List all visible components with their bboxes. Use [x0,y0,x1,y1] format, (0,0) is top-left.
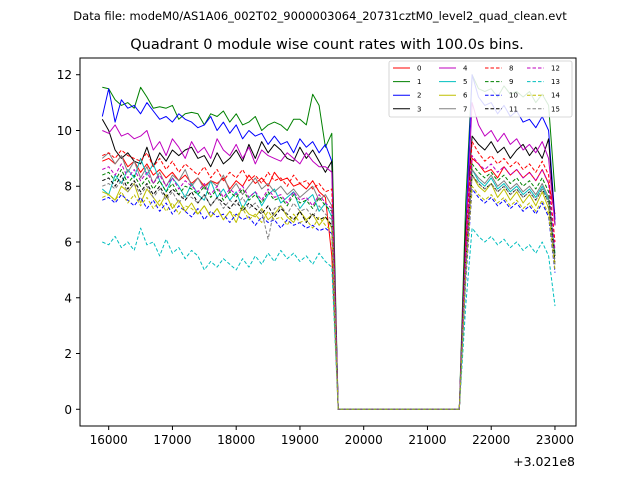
legend-label-7: 7 [463,105,467,113]
x-tick-label: 18000 [217,433,255,447]
chart-suptitle: Data file: modeM0/AS1A06_002T02_90000030… [73,9,567,23]
x-axis-ticks: 16000 17000 18000 19000 20000 21000 22000 23000 [90,426,574,447]
legend-label-13: 13 [551,78,560,86]
y-tick-label: 10 [57,124,72,138]
x-offset-label: +3.021e8 [513,454,575,469]
legend-label-12: 12 [551,65,560,73]
y-tick-label: 2 [64,347,72,361]
x-tick-label: 17000 [153,433,191,447]
legend-frame [388,60,573,118]
x-tick-label: 21000 [408,433,446,447]
y-tick-label: 6 [64,236,72,250]
series-line-4 [102,102,556,410]
series-line-7 [101,152,556,410]
legend-label-14: 14 [551,92,560,100]
y-tick-label: 4 [64,291,72,305]
y-tick-label: 8 [64,180,72,194]
legend-label-0: 0 [417,65,421,73]
x-tick-label: 20000 [345,433,383,447]
series-line-2 [101,74,556,410]
y-tick-label: 12 [57,68,72,82]
legend-label-4: 4 [463,65,468,73]
legend-label-8: 8 [509,65,513,73]
legend-label-1: 1 [417,78,421,86]
legend-label-15: 15 [551,105,560,113]
series-line-6 [102,174,556,410]
legend-label-3: 3 [417,105,421,113]
y-tick-label: 0 [64,403,72,417]
x-tick-label: 22000 [472,433,510,447]
series-line-9 [102,163,556,410]
series-line-1 [102,74,556,410]
legend-label-10: 10 [509,92,518,100]
series-line-10 [102,188,556,410]
legend-label-2: 2 [417,92,421,100]
x-tick-label: 16000 [90,433,128,447]
series-line-12 [102,155,556,410]
legend-label-11: 11 [509,105,518,113]
legend-label-9: 9 [509,78,513,86]
series-line-8 [102,141,556,410]
series-line-14 [102,185,556,410]
series-line-5 [101,157,556,410]
series-lines [101,74,556,410]
series-line-3 [101,119,556,410]
y-axis-ticks: 0 2 4 6 8 10 12 [57,68,80,417]
plot-area: 16000 17000 18000 19000 20000 21000 22000 23000… [57,57,577,469]
series-line-0 [102,155,556,410]
x-tick-label: 19000 [281,433,319,447]
x-tick-label: 23000 [536,433,574,447]
legend-label-6: 6 [463,92,468,100]
legend-label-5: 5 [463,78,467,86]
series-line-13 [102,227,556,410]
series-line-11 [102,174,556,410]
chart-title: Quadrant 0 module wise count rates with … [130,37,524,53]
